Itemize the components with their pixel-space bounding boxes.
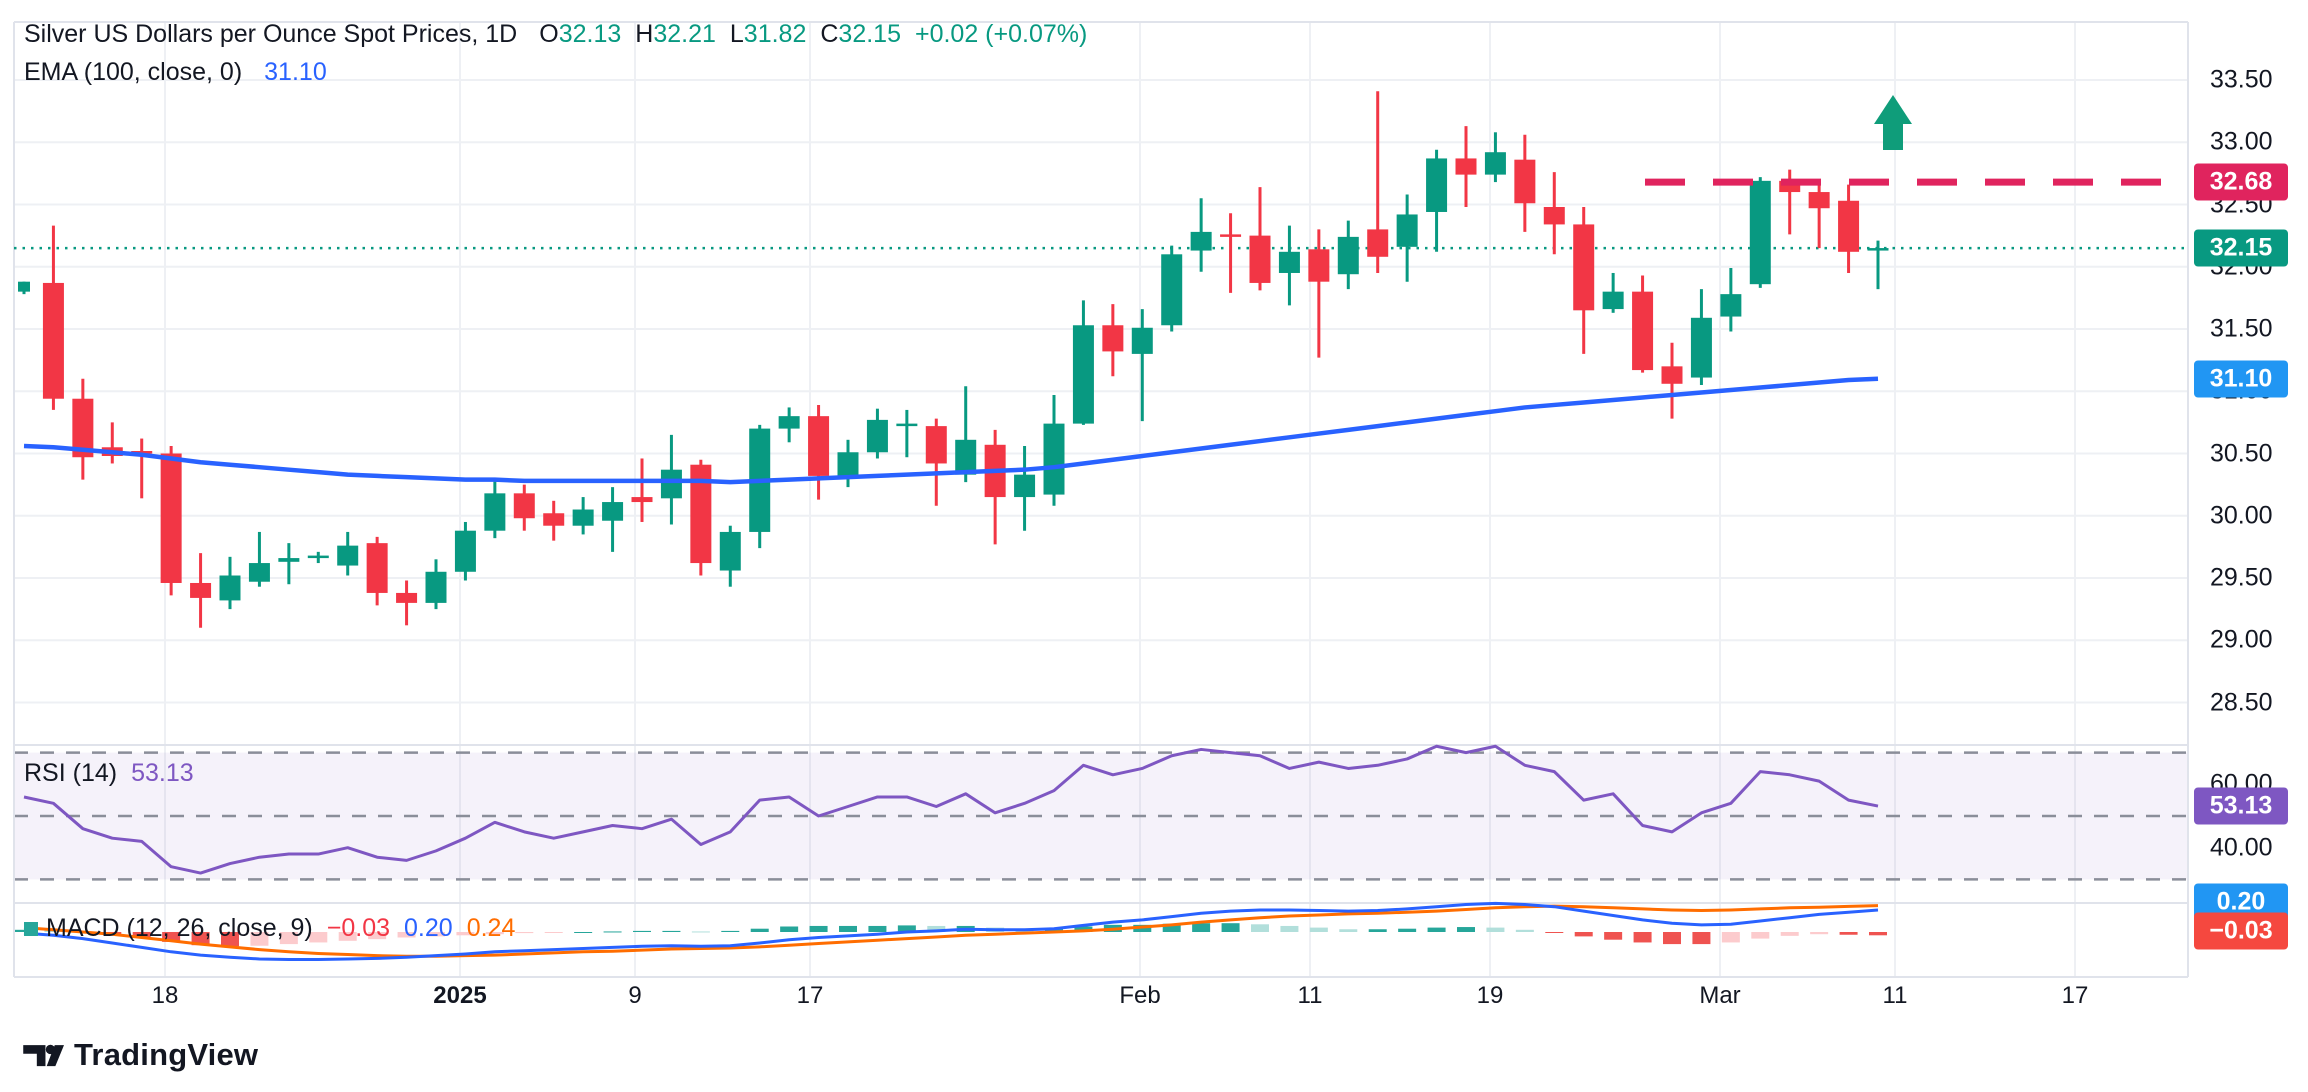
macd-histogram-swatch-icon (24, 921, 38, 936)
time-axis-label: 17 (796, 982, 824, 1009)
ohlc-change-value: +0.02 (+0.07%) (914, 20, 1088, 48)
ema-label: EMA (100, close, 0) (24, 58, 243, 86)
ohlc-close-label: C (820, 20, 839, 48)
ohlc-close-value: 32.15 (838, 20, 901, 48)
price-axis-label: 33.00 (2210, 127, 2273, 156)
macd-label: MACD (12, 26, close, 9) (46, 914, 313, 942)
ohlc-low-value: 31.82 (743, 20, 807, 48)
ohlc-open-label: O (539, 20, 559, 48)
ohlc-low-label: L (729, 20, 744, 48)
rsi-legend[interactable]: RSI (14) 53.13 (24, 759, 194, 788)
ohlc-open-value: 32.13 (558, 20, 622, 48)
macd-signal-value: 0.24 (466, 914, 516, 942)
rsi-label: RSI (14) (24, 759, 118, 787)
axis-price-badge: 31.10 (2194, 360, 2288, 398)
tradingview-watermark[interactable]: TradingView (22, 1036, 258, 1074)
time-axis-label: 11 (1297, 982, 1323, 1009)
price-axis-label: 30.50 (2210, 439, 2273, 467)
tradingview-brand-text: TradingView (74, 1037, 259, 1072)
price-axis-label: 33.50 (2210, 65, 2273, 94)
rsi-axis-label: 40.00 (2210, 833, 2273, 862)
time-axis-label: 11 (1882, 982, 1908, 1009)
axis-price-badge: −0.03 (2194, 912, 2288, 950)
price-axis-label: 29.50 (2210, 563, 2273, 592)
ohlc-high-label: H (635, 20, 654, 48)
price-axis-label: 29.00 (2210, 625, 2273, 654)
price-axis-label: 30.00 (2210, 501, 2273, 530)
axis-price-badge: 53.13 (2194, 787, 2288, 825)
macd-hist-value: −0.03 (326, 914, 391, 942)
time-axis-label: Mar (1699, 982, 1741, 1009)
tradingview-logo-icon (23, 1044, 64, 1067)
time-axis-label: 2025 (433, 982, 487, 1009)
axis-price-badge: 32.68 (2194, 163, 2288, 201)
time-axis-label: 19 (1476, 982, 1504, 1009)
time-axis-label: Feb (1119, 982, 1161, 1009)
rsi-value: 53.13 (131, 759, 194, 787)
price-axis-label: 31.50 (2210, 314, 2273, 343)
time-axis-label: 17 (2061, 982, 2089, 1009)
ema-value: 31.10 (264, 58, 327, 86)
price-axis-label: 28.50 (2210, 688, 2273, 716)
macd-line-value: 0.20 (404, 914, 453, 942)
axis-price-badge: 32.15 (2194, 229, 2288, 267)
time-axis-label: 9 (628, 982, 642, 1009)
time-axis-label: 18 (151, 982, 179, 1009)
ema-legend[interactable]: EMA (100, close, 0) 31.10 (24, 58, 327, 87)
symbol-title: Silver US Dollars per Ounce Spot Prices,… (24, 20, 518, 48)
macd-legend[interactable]: MACD (12, 26, close, 9) −0.03 0.20 0.24 (24, 914, 515, 943)
symbol-legend[interactable]: Silver US Dollars per Ounce Spot Prices,… (24, 20, 1087, 49)
ohlc-high-value: 32.21 (653, 20, 716, 48)
